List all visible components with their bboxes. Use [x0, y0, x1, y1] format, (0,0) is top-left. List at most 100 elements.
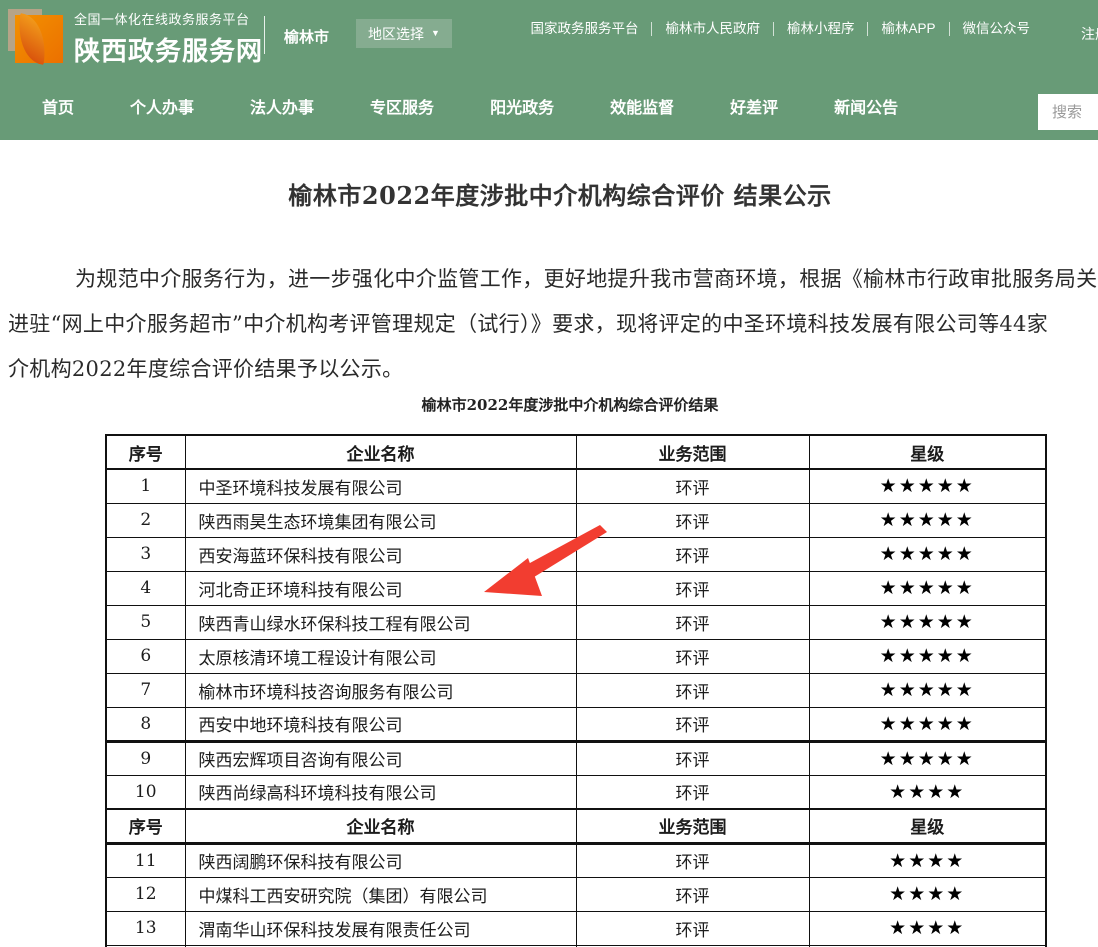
- business-scope: 环评: [575, 468, 810, 504]
- column-header-1: 企业名称: [184, 434, 577, 470]
- company-name: 中圣环境科技发展有限公司: [184, 468, 577, 504]
- paragraph-line-1: 为规范中介服务行为，进一步强化中介监管工作，更好地提升我市营商环境，根据《榆林市…: [75, 267, 1098, 291]
- column-header-2: 业务范围: [575, 434, 810, 470]
- table-row: 13 渭南华山环保科技发展有限责任公司 环评 ★★★★: [105, 910, 1047, 946]
- top-links: 国家政务服务平台 榆林市人民政府 榆林小程序 榆林APP 微信公众号: [517, 22, 1043, 36]
- table-header-row-repeat: 序号 企业名称 业务范围 星级: [105, 808, 1047, 845]
- star-rating: ★★★★★: [808, 638, 1047, 674]
- business-scope: 环评: [575, 876, 810, 912]
- row-number: 3: [105, 536, 186, 572]
- column-header-3: 星级: [808, 808, 1047, 845]
- row-number: 5: [105, 604, 186, 640]
- table-body: 序号 企业名称 业务范围 星级 1 中圣环境科技发展有限公司 环评 ★★★★★ 2 陕西雨昊生态环…: [105, 434, 1047, 947]
- business-scope: 环评: [575, 706, 810, 742]
- nav-item-3[interactable]: 专区服务: [370, 100, 435, 117]
- column-header-0: 序号: [105, 808, 186, 845]
- brand-block: 全国一体化在线政务服务平台 陕西政务服务网: [74, 9, 263, 68]
- row-number: 11: [105, 842, 186, 878]
- top-link-1[interactable]: 榆林市人民政府: [652, 22, 774, 36]
- nav-list: 首页 个人办事 法人办事 专区服务 阳光政务 效能监督 好差评 新闻公告: [42, 72, 898, 140]
- star-rating: ★★★★★: [808, 570, 1047, 606]
- nav-item-2[interactable]: 法人办事: [250, 100, 315, 117]
- star-rating: ★★★★★: [808, 468, 1047, 504]
- business-scope: 环评: [575, 502, 810, 538]
- table-row: 5 陕西青山绿水环保科技工程有限公司 环评 ★★★★★: [105, 604, 1047, 640]
- top-link-2[interactable]: 榆林小程序: [774, 22, 869, 36]
- chevron-down-icon: ▼: [431, 28, 440, 38]
- paragraph-line-3: 介机构2022年度综合评价结果予以公示。: [8, 357, 404, 381]
- row-number: 7: [105, 672, 186, 708]
- row-number: 12: [105, 876, 186, 912]
- company-name: 太原核清环境工程设计有限公司: [184, 638, 577, 674]
- table-row: 12 中煤科工西安研究院（集团）有限公司 环评 ★★★★: [105, 876, 1047, 912]
- row-number: 9: [105, 739, 186, 776]
- table-row: 4 河北奇正环境科技有限公司 环评 ★★★★★: [105, 570, 1047, 606]
- site-name: 陕西政务服务网: [74, 36, 264, 66]
- table-row: 9 陕西宏辉项目咨询有限公司 环评 ★★★★★: [105, 739, 1047, 776]
- empty-cell: [808, 944, 1047, 947]
- announcement-paragraph: 为规范中介服务行为，进一步强化中介监管工作，更好地提升我市营商环境，根据《榆林市…: [0, 257, 1098, 392]
- region-select-button[interactable]: 地区选择 ▼: [356, 19, 452, 48]
- company-name: 陕西雨昊生态环境集团有限公司: [184, 502, 577, 538]
- table-caption: 榆林市2022年度涉批中介机构综合评价结果: [421, 396, 719, 414]
- nav-item-7[interactable]: 新闻公告: [834, 100, 899, 117]
- table-row: 8 西安中地环境科技有限公司 环评 ★★★★★: [105, 706, 1047, 742]
- company-name: 榆林市环境科技咨询服务有限公司: [184, 672, 577, 708]
- register-link[interactable]: 注册: [1081, 26, 1098, 42]
- star-rating: ★★★★★: [808, 536, 1047, 572]
- nav-item-0[interactable]: 首页: [42, 100, 75, 117]
- business-scope: 环评: [575, 842, 810, 878]
- star-rating: ★★★★★: [808, 502, 1047, 538]
- column-header-3: 星级: [808, 434, 1047, 470]
- header-divider: [264, 16, 265, 54]
- nav-item-4[interactable]: 阳光政务: [490, 100, 555, 117]
- paragraph-line-2: 进驻“网上中介服务超市”中介机构考评管理规定（试行）》要求，现将评定的中圣环境科…: [8, 312, 1048, 336]
- top-link-4[interactable]: 微信公众号: [962, 21, 1031, 36]
- company-name: 陕西尚绿高科环境科技有限公司: [184, 774, 577, 810]
- business-scope: 环评: [575, 739, 810, 776]
- star-rating: ★★★★: [808, 910, 1047, 946]
- business-scope: 环评: [575, 570, 810, 606]
- row-number: 10: [105, 774, 186, 810]
- star-rating: ★★★★: [808, 774, 1047, 810]
- table-row-partial: [105, 944, 1047, 947]
- business-scope: 环评: [575, 604, 810, 640]
- table-row: 10 陕西尚绿高科环境科技有限公司 环评 ★★★★: [105, 774, 1047, 810]
- company-name: 陕西青山绿水环保科技工程有限公司: [184, 604, 577, 640]
- table-row: 3 西安海蓝环保科技有限公司 环评 ★★★★★: [105, 536, 1047, 572]
- top-link-0[interactable]: 国家政务服务平台: [517, 22, 653, 36]
- company-name: 西安中地环境科技有限公司: [184, 706, 577, 742]
- column-header-0: 序号: [105, 434, 186, 470]
- table-row: 1 中圣环境科技发展有限公司 环评 ★★★★★: [105, 468, 1047, 504]
- main-nav: 首页 个人办事 法人办事 专区服务 阳光政务 效能监督 好差评 新闻公告: [0, 72, 1098, 140]
- platform-name: 全国一体化在线政务服务平台: [74, 12, 250, 27]
- site-header: 全国一体化在线政务服务平台 陕西政务服务网 榆林市 地区选择 ▼ 国家政务服务平…: [0, 0, 1098, 140]
- search-input[interactable]: [1038, 94, 1098, 130]
- article: 榆林市2022年度涉批中介机构综合评价 结果公示 为规范中介服务行为，进一步强化…: [0, 176, 1098, 947]
- star-rating: ★★★★: [808, 876, 1047, 912]
- business-scope: 环评: [575, 536, 810, 572]
- company-name: 河北奇正环境科技有限公司: [184, 570, 577, 606]
- company-name: 陕西宏辉项目咨询有限公司: [184, 739, 577, 776]
- company-name: 陕西阔鹏环保科技有限公司: [184, 842, 577, 878]
- top-link-3[interactable]: 榆林APP: [868, 22, 950, 36]
- row-number: 2: [105, 502, 186, 538]
- star-rating: ★★★★★: [808, 739, 1047, 776]
- site-logo[interactable]: [8, 7, 66, 65]
- row-number: 6: [105, 638, 186, 674]
- row-number: 1: [105, 468, 186, 504]
- row-number: 4: [105, 570, 186, 606]
- column-header-1: 企业名称: [184, 808, 577, 845]
- column-header-2: 业务范围: [575, 808, 810, 845]
- nav-item-1[interactable]: 个人办事: [130, 100, 195, 117]
- table-row: 7 榆林市环境科技咨询服务有限公司 环评 ★★★★★: [105, 672, 1047, 708]
- business-scope: 环评: [575, 672, 810, 708]
- nav-item-5[interactable]: 效能监督: [610, 100, 675, 117]
- business-scope: 环评: [575, 638, 810, 674]
- star-rating: ★★★★★: [808, 672, 1047, 708]
- row-number: 13: [105, 910, 186, 946]
- page-title: 榆林市2022年度涉批中介机构综合评价 结果公示: [288, 181, 832, 210]
- nav-item-6[interactable]: 好差评: [730, 100, 779, 117]
- table-header-row: 序号 企业名称 业务范围 星级: [105, 434, 1047, 470]
